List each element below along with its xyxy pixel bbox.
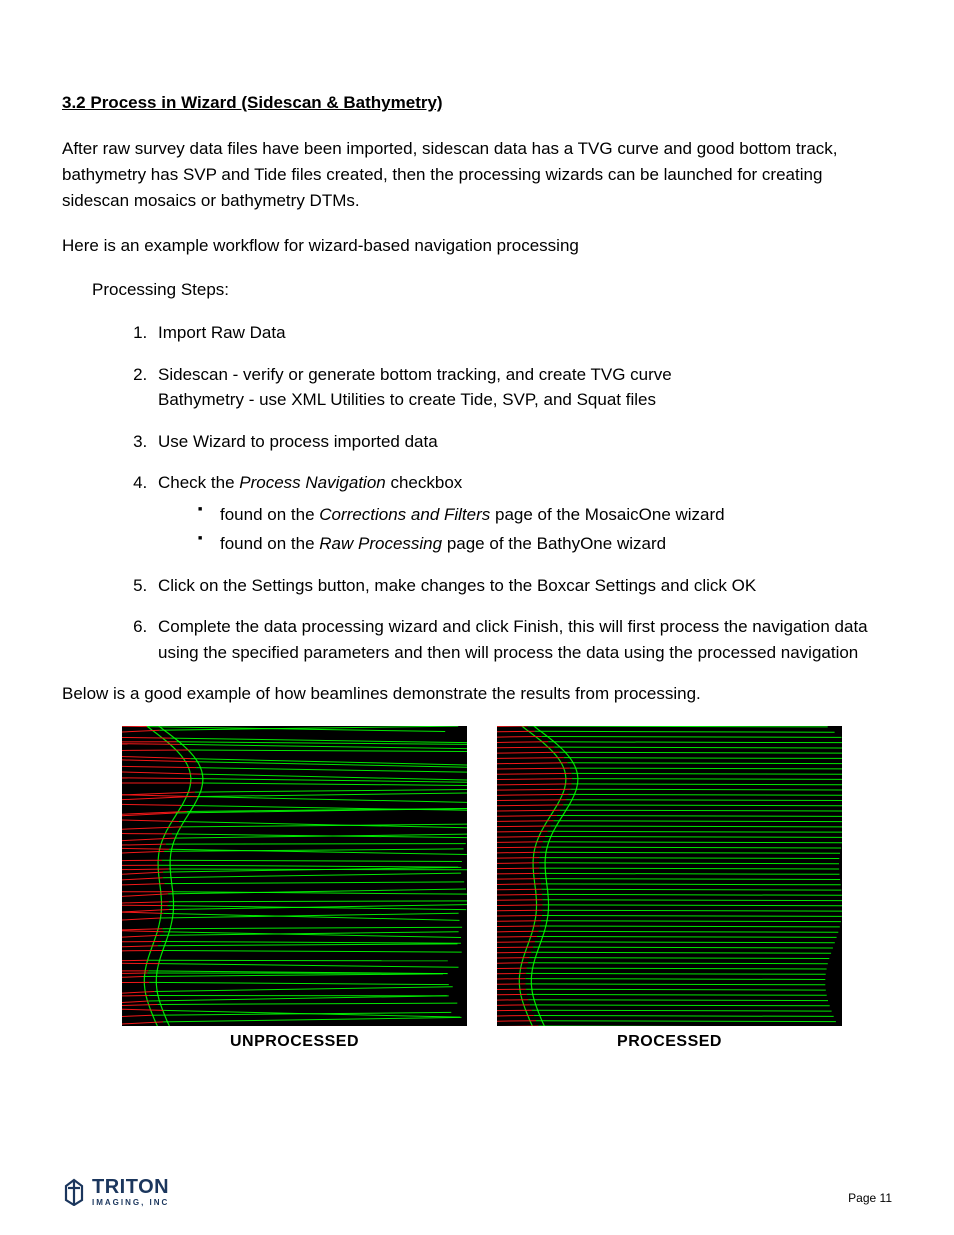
- triton-logo-icon: [62, 1178, 86, 1206]
- caption-processed: PROCESSED: [617, 1030, 722, 1054]
- figure-unprocessed: UNPROCESSED: [122, 726, 467, 1054]
- step-6: Complete the data processing wizard and …: [152, 614, 892, 665]
- step-4-pre: Check the: [158, 473, 239, 492]
- figure-row: UNPROCESSED PROCESSED: [122, 726, 892, 1054]
- bullet-text: found on the: [220, 505, 319, 524]
- step-3: Use Wizard to process imported data: [152, 429, 892, 455]
- step-4-bullet-1: found on the Corrections and Filters pag…: [198, 502, 892, 528]
- step-4: Check the Process Navigation checkbox fo…: [152, 470, 892, 557]
- triton-logo: TRITON IMAGING, INC: [62, 1177, 169, 1207]
- step-5: Click on the Settings button, make chang…: [152, 573, 892, 599]
- beamlines-unprocessed-image: [122, 726, 467, 1026]
- logo-main-text: TRITON: [92, 1177, 169, 1197]
- page-number: Page 11: [848, 1189, 892, 1207]
- bullet-text: page of the BathyOne wizard: [442, 534, 666, 553]
- section-heading: 3.2 Process in Wizard (Sidescan & Bathym…: [62, 90, 892, 116]
- page-footer: TRITON IMAGING, INC Page 11: [62, 1177, 892, 1207]
- intro-paragraph-2: Here is an example workflow for wizard-b…: [62, 233, 892, 259]
- step-4-italic: Process Navigation: [239, 473, 385, 492]
- bullet-italic: Raw Processing: [319, 534, 442, 553]
- caption-unprocessed: UNPROCESSED: [230, 1030, 359, 1054]
- figure-processed: PROCESSED: [497, 726, 842, 1054]
- step-2-line2: Bathymetry - use XML Utilities to create…: [158, 390, 656, 409]
- step-2: Sidescan - verify or generate bottom tra…: [152, 362, 892, 413]
- beamlines-processed-image: [497, 726, 842, 1026]
- bullet-italic: Corrections and Filters: [319, 505, 490, 524]
- step-4-bullet-2: found on the Raw Processing page of the …: [198, 531, 892, 557]
- intro-paragraph-1: After raw survey data files have been im…: [62, 136, 892, 215]
- figure-intro-paragraph: Below is a good example of how beamlines…: [62, 681, 892, 707]
- step-4-bullets: found on the Corrections and Filters pag…: [198, 502, 892, 557]
- step-1: Import Raw Data: [152, 320, 892, 346]
- steps-label: Processing Steps:: [92, 277, 892, 303]
- bullet-text: found on the: [220, 534, 319, 553]
- step-4-post: checkbox: [386, 473, 463, 492]
- bullet-text: page of the MosaicOne wizard: [490, 505, 724, 524]
- logo-sub-text: IMAGING, INC: [92, 1199, 169, 1207]
- step-2-line1: Sidescan - verify or generate bottom tra…: [158, 365, 672, 384]
- processing-steps-list: Import Raw Data Sidescan - verify or gen…: [152, 320, 892, 665]
